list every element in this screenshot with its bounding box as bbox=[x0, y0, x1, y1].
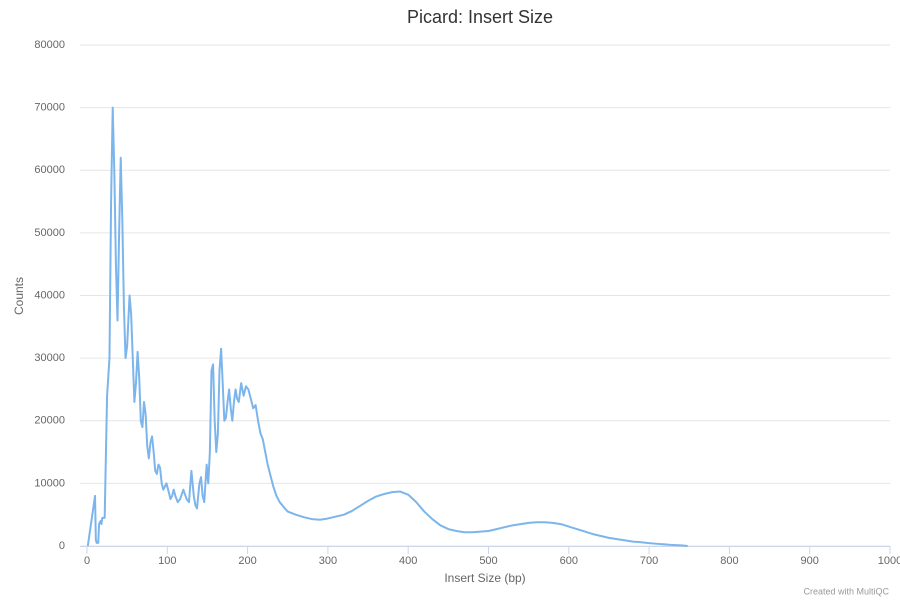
x-tick-label: 500 bbox=[479, 555, 497, 567]
x-tick-label: 700 bbox=[640, 555, 658, 567]
x-tick-label: 0 bbox=[84, 555, 90, 567]
chart-title: Picard: Insert Size bbox=[407, 7, 553, 27]
x-tick-label: 300 bbox=[319, 555, 337, 567]
y-tick-label: 0 bbox=[59, 540, 65, 552]
credit: Created with MultiQC bbox=[803, 586, 889, 596]
x-tick-label: 400 bbox=[399, 555, 417, 567]
y-tick-label: 30000 bbox=[34, 352, 65, 364]
x-tick-label: 900 bbox=[801, 555, 819, 567]
y-axis-title: Counts bbox=[12, 277, 26, 315]
x-tick-label: 1000 bbox=[878, 555, 900, 567]
x-axis-title: Insert Size (bp) bbox=[444, 571, 525, 585]
x-tick-label: 200 bbox=[238, 555, 256, 567]
y-tick-label: 60000 bbox=[34, 164, 65, 176]
x-tick-label: 800 bbox=[720, 555, 738, 567]
y-tick-label: 20000 bbox=[34, 415, 65, 427]
data-line bbox=[86, 106, 688, 547]
y-tick-label: 80000 bbox=[34, 39, 65, 51]
y-tick-label: 50000 bbox=[34, 227, 65, 239]
x-tick-label: 100 bbox=[158, 555, 176, 567]
y-tick-label: 40000 bbox=[34, 289, 65, 301]
y-tick-label: 10000 bbox=[34, 477, 65, 489]
y-tick-label: 70000 bbox=[34, 102, 65, 114]
x-tick-label: 600 bbox=[560, 555, 578, 567]
